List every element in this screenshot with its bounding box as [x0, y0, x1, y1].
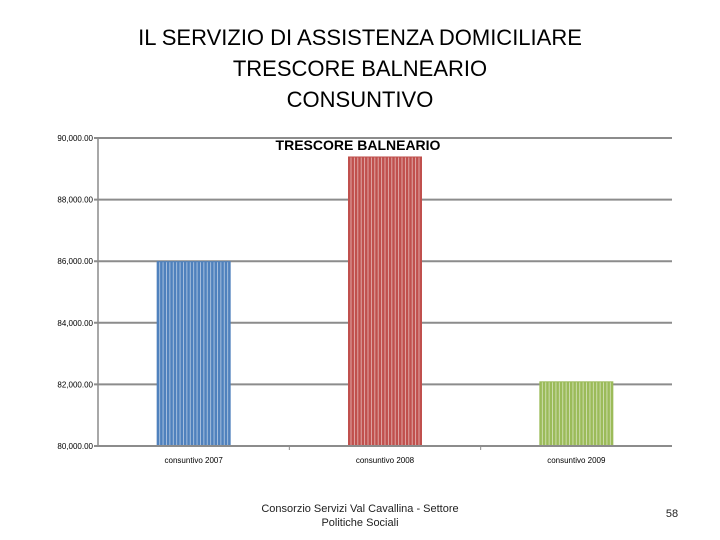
- slide-title-line-1: IL SERVIZIO DI ASSISTENZA DOMICILIARE: [138, 25, 582, 50]
- chart-title: TRESCORE BALNEARIO: [276, 137, 441, 153]
- y-tick-label: 82,000.00: [57, 380, 93, 389]
- slide-title-line-3: CONSUNTIVO: [286, 87, 434, 112]
- slide-title-line-2: TRESCORE BALNEARIO: [232, 56, 488, 81]
- y-tick-label: 80,000.00: [57, 442, 93, 451]
- y-tick-label: 90,000.00: [57, 134, 93, 143]
- bar: [348, 156, 422, 447]
- slide-title: IL SERVIZIO DI ASSISTENZA DOMICILIARE TR…: [0, 22, 720, 115]
- bar: [156, 261, 231, 446]
- axes: 80,000.00 82,000.00 84,000.00 86,000.00 88,0…: [57, 134, 672, 465]
- x-tick-label: consuntivo 2009: [547, 456, 606, 465]
- y-tick-label: 86,000.00: [57, 257, 93, 266]
- y-tick-label: 84,000.00: [57, 319, 93, 328]
- page-number: 58: [665, 508, 679, 520]
- footer-line-1: Consorzio Servizi Val Cavallina - Settor…: [261, 503, 459, 515]
- bar: [539, 381, 614, 446]
- y-tick-label: 88,000.00: [57, 196, 93, 205]
- x-tick-label: consuntivo 2007: [165, 456, 224, 465]
- bars: [156, 156, 614, 447]
- x-tick-label: consuntivo 2008: [356, 456, 415, 465]
- footer-line-2: Politiche Sociali: [321, 517, 399, 529]
- footer: Consorzio Servizi Val Cavallina - Settor…: [250, 502, 470, 530]
